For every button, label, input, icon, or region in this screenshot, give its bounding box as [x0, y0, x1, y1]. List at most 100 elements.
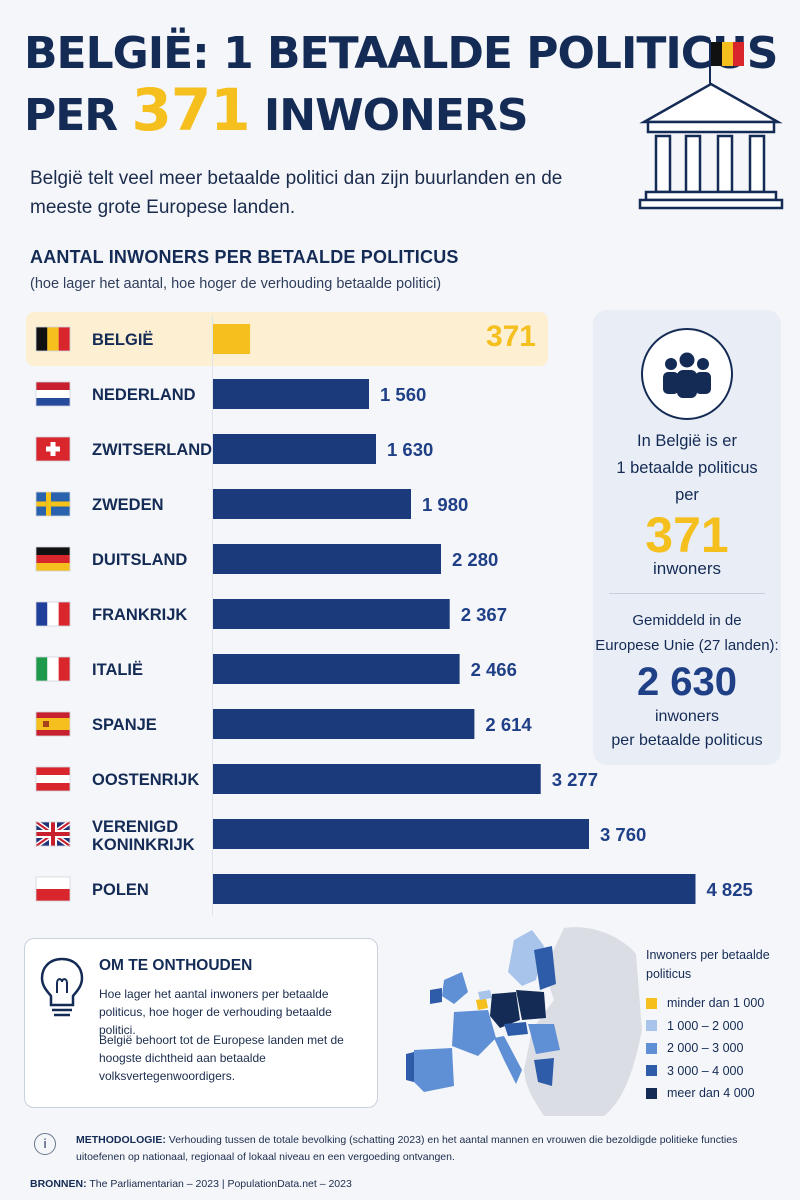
title-line-2: PER 371 INWONERS	[24, 81, 777, 144]
legend-item: 3 000 – 4 000	[646, 1060, 796, 1083]
value-label: 1 630	[387, 439, 433, 460]
legend-label: 2 000 – 3 000	[667, 1041, 744, 1056]
united-kingdom-flag-icon	[34, 819, 72, 849]
map-region-france	[452, 1010, 496, 1056]
map-region-balkans	[528, 1024, 560, 1054]
category-label: ITALIË	[92, 661, 143, 679]
legend-label: 1 000 – 2 000	[667, 1018, 744, 1033]
bar	[213, 599, 450, 629]
remember-title: OM TE ONTHOUDEN	[99, 957, 253, 974]
value-label: 3 277	[552, 769, 598, 790]
category-label: KONINKRIJK	[92, 836, 195, 854]
bar	[213, 544, 441, 574]
map-region-scandinavia	[508, 930, 544, 986]
highlight-row-belgium	[26, 312, 548, 366]
eu-unit-line-2: per betaalde politicus	[611, 732, 763, 749]
methodology: METHODOLOGIE: Verhouding tussen de total…	[76, 1132, 776, 1166]
category-label: POLEN	[92, 881, 149, 899]
bar	[213, 654, 460, 684]
belgium-flag-icon	[35, 326, 71, 352]
map-region-netherlands	[478, 990, 492, 1000]
stat-big-value: 371	[645, 507, 729, 563]
map-region-italy	[494, 1036, 522, 1084]
legend-label: 3 000 – 4 000	[667, 1063, 744, 1078]
map-region-finland	[534, 946, 556, 990]
value-label: 2 466	[471, 659, 517, 680]
legend-label: meer dan 4 000	[667, 1086, 755, 1101]
stat-line-2: 1 betaalde politicus	[616, 459, 758, 477]
eu-unit-line-1: inwoners	[654, 708, 720, 725]
netherlands-flag-icon	[35, 381, 71, 407]
methodology-label: METHODOLOGIE:	[76, 1134, 166, 1146]
bar	[213, 379, 369, 409]
map-region-austria	[504, 1022, 528, 1036]
chart-title: AANTAL INWONERS PER BETAALDE POLITICUS	[30, 247, 459, 267]
remember-text-2: België behoort tot de Europese landen me…	[99, 1033, 344, 1083]
bar	[213, 324, 251, 354]
legend-swatch	[646, 1042, 657, 1054]
stat-line-3: per	[675, 486, 699, 504]
eu-line-2: Europese Unie (27 landen):	[595, 637, 779, 654]
bar	[213, 709, 475, 739]
info-icon: i	[34, 1133, 56, 1155]
sources-text: The Parliamentarian – 2023 | PopulationD…	[89, 1178, 352, 1190]
bar	[213, 764, 541, 794]
map-region-belgium	[476, 998, 488, 1010]
category-label: SPANJE	[92, 716, 157, 734]
map-region-ireland	[430, 988, 442, 1004]
remember-text-1: Hoe lager het aantal inwoners per betaal…	[99, 987, 332, 1037]
value-label: 1 560	[380, 384, 426, 405]
title-highlight-number: 371	[131, 76, 251, 144]
remember-box: OM TE ONTHOUDEN Hoe lager het aantal inw…	[24, 938, 378, 1108]
europe-map	[406, 927, 642, 1116]
legend-swatch	[646, 1020, 657, 1032]
value-label: 2 280	[452, 549, 498, 570]
legend-item: minder dan 1 000	[646, 992, 796, 1015]
germany-flag-icon	[35, 546, 71, 572]
chart-divider	[212, 316, 213, 916]
legend-item: meer dan 4 000	[646, 1082, 796, 1105]
bar	[213, 874, 696, 904]
sweden-flag-icon	[35, 491, 71, 517]
value-label: 371	[486, 320, 536, 353]
category-label: NEDERLAND	[92, 386, 196, 404]
legend-label: minder dan 1 000	[667, 996, 765, 1011]
stat-card: In België is er 1 betaalde politicus per…	[593, 310, 781, 765]
map-region-germany	[490, 992, 520, 1028]
eu-line-1: Gemiddeld in de	[632, 612, 742, 629]
legend-item: 1 000 – 2 000	[646, 1015, 796, 1038]
chart-note: (hoe lager het aantal, hoe hoger de verh…	[30, 276, 442, 292]
value-label: 2 614	[485, 714, 532, 735]
legend-swatch	[646, 1087, 657, 1099]
map-region-spain	[412, 1048, 454, 1092]
subtitle: België telt veel meer betaalde politici …	[30, 168, 563, 218]
map-region-portugal	[406, 1052, 414, 1082]
france-flag-icon	[35, 601, 71, 627]
bar	[213, 489, 411, 519]
legend-swatch	[646, 1065, 657, 1077]
map-region-poland	[516, 990, 546, 1020]
category-label: ZWITSERLAND	[92, 441, 212, 459]
methodology-text: Verhouding tussen de totale bevolking (s…	[76, 1134, 738, 1163]
category-label: DUITSLAND	[92, 551, 187, 569]
title-suffix: INWONERS	[263, 90, 529, 141]
map-legend: Inwoners per betaalde politicus minder d…	[646, 946, 796, 1105]
category-label: FRANKRIJK	[92, 606, 187, 624]
map-legend-title: Inwoners per betaalde politicus	[646, 948, 770, 981]
map-region-uk	[442, 972, 468, 1004]
stat-text: In België is er 1 betaalde politicus per	[593, 428, 781, 509]
bar-chart: BELGIË 371 NEDERLAND 1 560 ZWITSERLAND 1 630 Z…	[34, 320, 753, 904]
value-label: 2 367	[461, 604, 507, 625]
page-title: BELGIË: 1 BETAALDE POLITICUS PER 371 INW…	[24, 26, 778, 144]
category-label: OOSTENRIJK	[92, 771, 199, 789]
legend-item: 2 000 – 3 000	[646, 1037, 796, 1060]
title-line-1: BELGIË: 1 BETAALDE POLITICUS	[24, 28, 778, 79]
austria-flag-icon	[35, 766, 71, 792]
stat-unit: inwoners	[652, 559, 722, 578]
bar	[213, 434, 376, 464]
category-label: VERENIGD	[92, 818, 178, 836]
title-prefix: PER	[24, 90, 118, 141]
value-label: 4 825	[707, 879, 753, 900]
italy-flag-icon	[35, 656, 71, 682]
stat-divider	[609, 593, 765, 594]
